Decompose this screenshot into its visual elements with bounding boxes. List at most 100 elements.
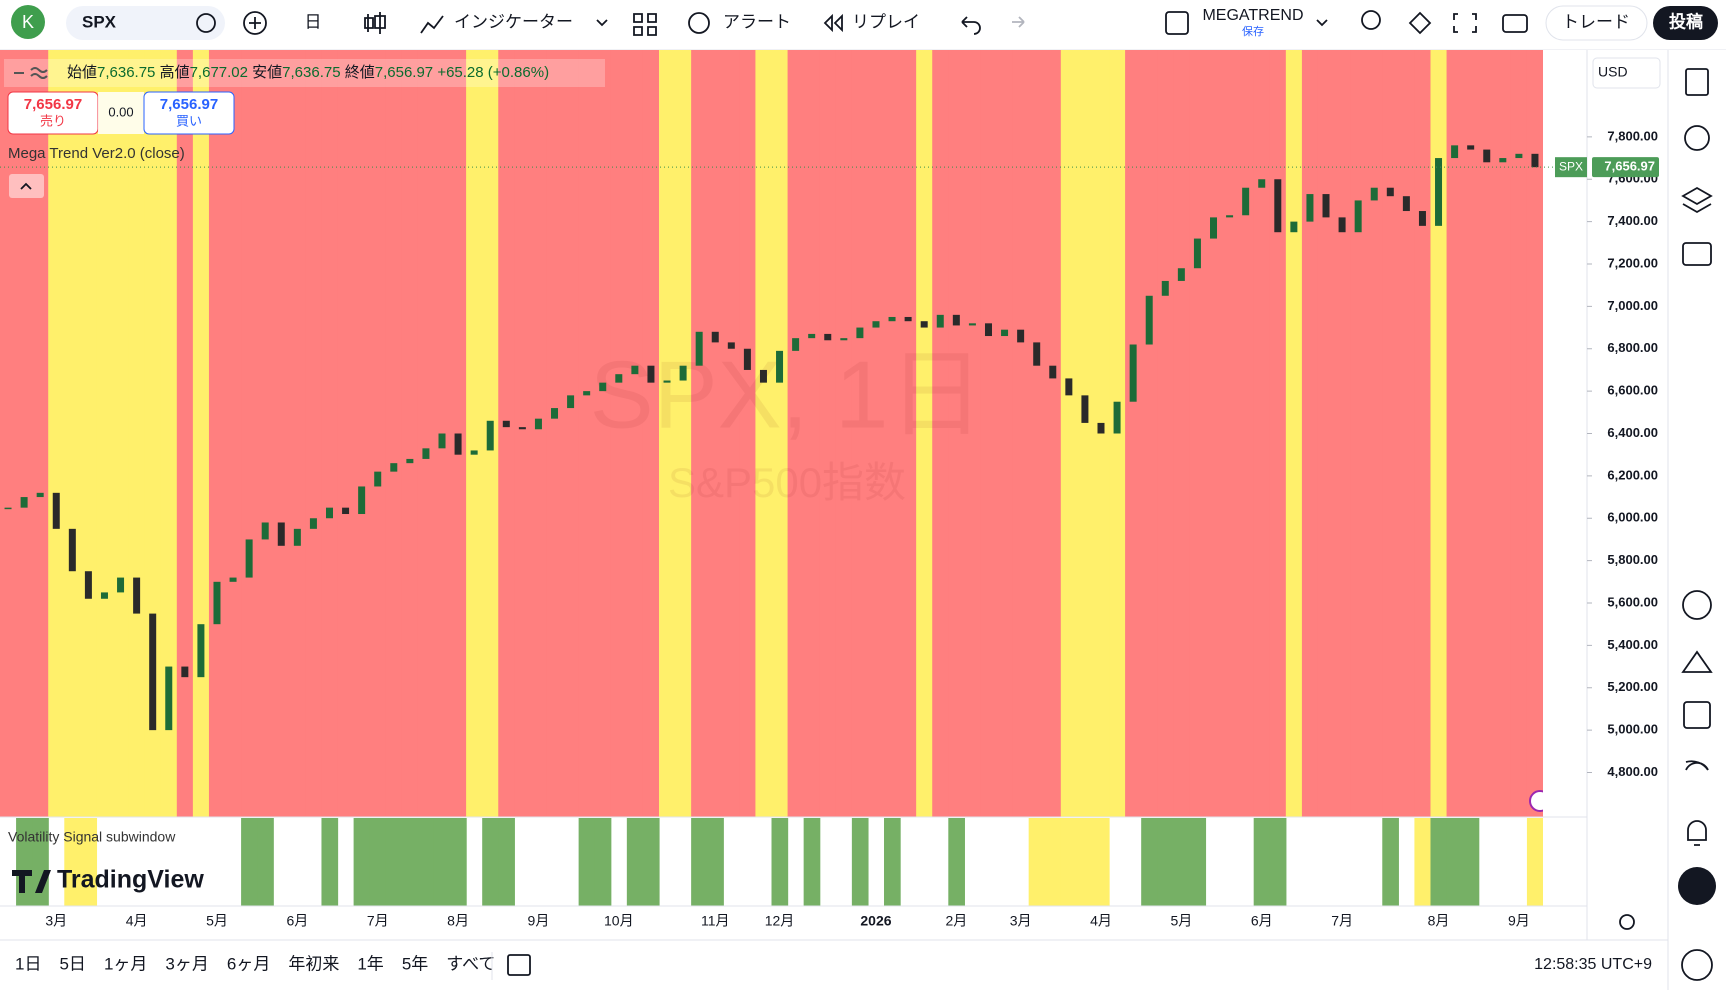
alerts-icon[interactable] [1684, 125, 1710, 151]
undo[interactable] [961, 16, 981, 35]
watchlist-icon[interactable] [1685, 68, 1709, 96]
chart-type-button[interactable] [364, 12, 386, 34]
currency-select[interactable] [1592, 57, 1661, 89]
candle [1515, 153, 1523, 159]
candle [1049, 365, 1057, 379]
trend-band [1446, 50, 1464, 817]
caret[interactable] [596, 19, 608, 27]
settings-icon[interactable] [1408, 11, 1432, 35]
candle [567, 395, 575, 409]
candle [1177, 268, 1185, 281]
buy-price: 7,656.97 [160, 96, 218, 113]
range-button[interactable]: 年初来 [288, 954, 339, 973]
trend-band [1012, 50, 1030, 817]
fullscreen-icon[interactable] [1453, 13, 1477, 33]
legend-bg [4, 59, 605, 87]
goto-date[interactable] [507, 954, 531, 976]
candle [213, 581, 221, 625]
symbol-search[interactable] [66, 6, 225, 40]
trend-band [1366, 50, 1383, 817]
x-tick-label: 8月 [1428, 913, 1450, 929]
trend-band [1430, 50, 1448, 817]
stream-icon[interactable] [1685, 760, 1709, 771]
trend-band [1060, 50, 1078, 817]
range-button[interactable]: 6ヶ月 [227, 954, 270, 973]
trend-band [723, 50, 740, 817]
candle [438, 433, 446, 449]
candle [1370, 187, 1378, 201]
alert-button[interactable]: アラート [723, 12, 791, 31]
signal-bar [1173, 818, 1190, 906]
search-icon[interactable] [1361, 10, 1381, 30]
signal-bar [1060, 818, 1078, 906]
candle [534, 418, 542, 430]
range-button[interactable]: 1日 [15, 954, 41, 973]
y-tick-label: 5,600.00 [1607, 594, 1658, 609]
compare-button[interactable] [243, 11, 267, 35]
layout-caret[interactable] [1316, 19, 1328, 27]
layout-name[interactable]: MEGATREND [1202, 7, 1303, 24]
candle [100, 592, 108, 599]
candle [133, 577, 141, 614]
candle [4, 507, 12, 510]
indicator-icon[interactable] [420, 15, 444, 34]
x-tick-label: 3月 [45, 913, 67, 929]
replay-icon[interactable] [823, 13, 843, 33]
trend-band [321, 50, 339, 817]
legend-icons[interactable] [14, 67, 48, 79]
x-tick-label: 3月 [1010, 913, 1032, 929]
candle [1467, 145, 1475, 150]
axis-settings[interactable] [1619, 914, 1635, 930]
candle [1402, 196, 1410, 212]
calendar-icon[interactable] [1683, 701, 1711, 729]
notify-icon[interactable] [1687, 820, 1707, 846]
replay-button[interactable]: リプレイ [852, 12, 920, 31]
signal-bar [450, 818, 467, 906]
range-button[interactable]: 1年 [357, 954, 383, 973]
range-button[interactable]: すべて [446, 954, 495, 973]
trade-label: トレード [1562, 12, 1630, 31]
range-button[interactable]: 5日 [59, 954, 85, 973]
trend-band [675, 50, 692, 817]
candle [1306, 194, 1314, 222]
chat-icon[interactable] [1682, 242, 1712, 266]
buy-label: 買い [176, 113, 202, 128]
ideas-icon[interactable] [1682, 590, 1712, 620]
collapse-button[interactable] [9, 174, 44, 198]
trade-button[interactable] [1545, 5, 1648, 41]
range-button[interactable]: 1ヶ月 [104, 954, 147, 973]
range-button[interactable]: 3ヶ月 [165, 954, 208, 973]
alert-icon[interactable] [688, 12, 710, 34]
interval[interactable]: 日 [305, 12, 322, 31]
symbol-tag: SPX [1559, 159, 1583, 173]
candle [792, 338, 800, 351]
layout-checkbox[interactable] [1165, 11, 1189, 35]
publish-button[interactable] [1653, 6, 1718, 40]
candle [68, 528, 76, 572]
trend-band [257, 50, 274, 817]
signal-bar [417, 818, 435, 906]
buy-button[interactable] [143, 91, 235, 135]
trend-band [208, 50, 226, 817]
x-tick-label: 7月 [367, 913, 389, 929]
help-icon[interactable] [1681, 949, 1713, 981]
candle [518, 427, 526, 430]
candle [454, 433, 462, 455]
trend-band [884, 50, 901, 817]
signal-bar [1526, 818, 1544, 906]
avatar[interactable] [11, 5, 45, 39]
logo: TradingView [57, 866, 204, 894]
symbol-icon[interactable] [196, 13, 216, 33]
layouts-button[interactable] [633, 13, 657, 36]
trend-band [385, 50, 403, 817]
layers-icon[interactable] [1681, 186, 1713, 214]
trend-band [932, 50, 949, 817]
redo[interactable] [1012, 16, 1025, 28]
candle [1081, 395, 1089, 423]
apps-button[interactable] [1678, 867, 1716, 905]
indicators-button[interactable]: インジケーター [454, 12, 573, 31]
range-button[interactable]: 5年 [402, 954, 428, 973]
pine-icon[interactable] [1681, 650, 1713, 673]
snapshot-icon[interactable] [1502, 14, 1528, 33]
